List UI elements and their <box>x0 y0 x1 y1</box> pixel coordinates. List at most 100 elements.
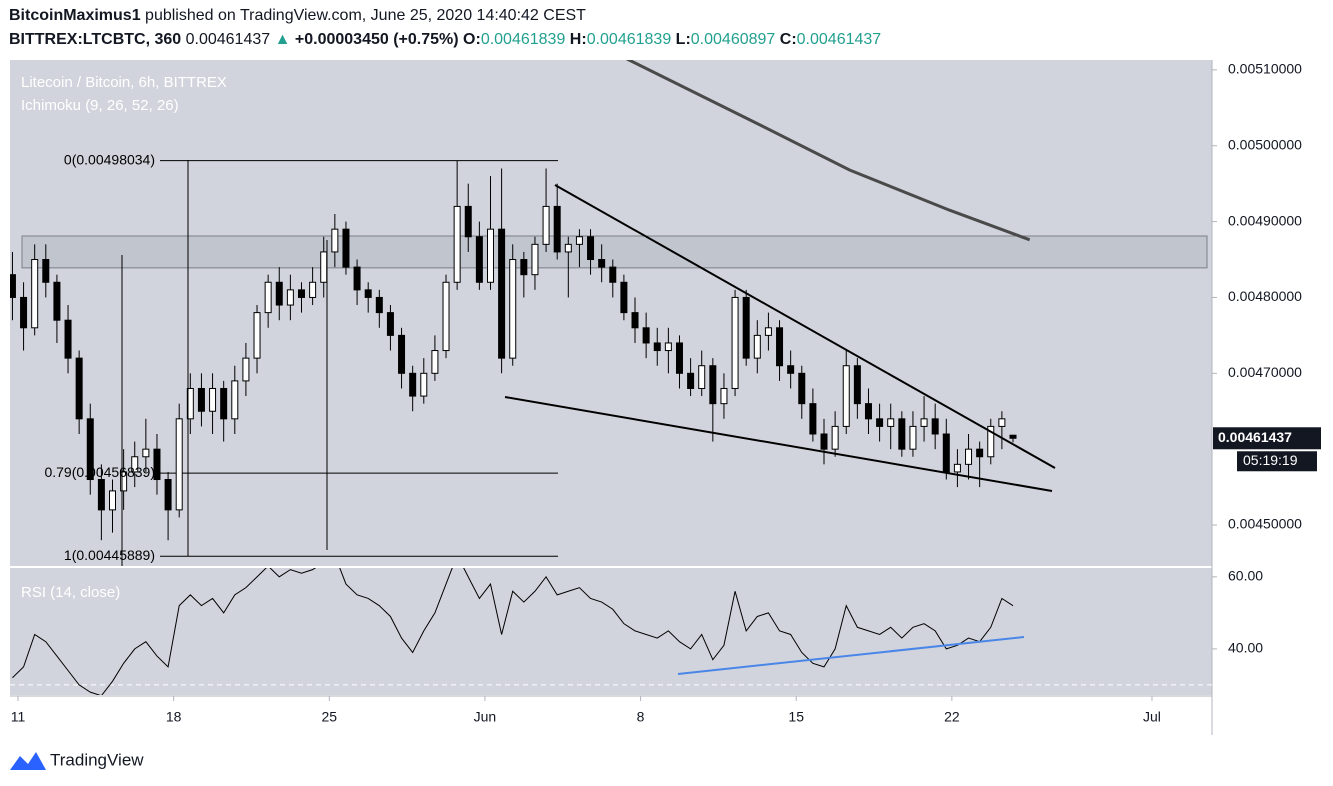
candle-body <box>687 372 695 389</box>
candle-body <box>542 205 550 245</box>
candle-body <box>197 387 205 412</box>
candle-body <box>398 334 406 374</box>
candle-body <box>353 266 361 291</box>
rsi-tick-label: 40.00 <box>1228 640 1263 656</box>
candle-body <box>798 372 806 405</box>
close: 0.00461437 <box>796 31 882 48</box>
candle-body <box>1009 434 1017 439</box>
change: +0.00003450 (+0.75%) <box>294 31 459 48</box>
candle-body <box>264 281 272 314</box>
x-tick-label: Jun <box>474 709 497 725</box>
candle-body <box>475 236 483 283</box>
candle-body <box>409 372 417 397</box>
candle-body <box>464 205 472 238</box>
price-badge <box>1213 427 1321 450</box>
rsi-legend: RSI (14, close) <box>21 584 120 601</box>
rsi-line <box>12 568 1014 695</box>
candle-body <box>453 205 461 283</box>
x-tick-label: 11 <box>11 709 26 725</box>
candle-body <box>564 243 572 253</box>
candle-body <box>731 296 739 389</box>
candle-body <box>186 387 194 420</box>
candle-body <box>375 296 383 314</box>
rsi-tick-label: 60.00 <box>1228 568 1263 584</box>
x-tick-label: 25 <box>321 709 337 725</box>
drawings <box>121 160 1056 566</box>
candle-body <box>675 342 683 374</box>
candle-body <box>976 448 984 458</box>
candle-body <box>620 281 628 314</box>
y-tick-label: 0.00510000 <box>1228 61 1302 77</box>
y-tick-label: 0.00480000 <box>1228 288 1302 304</box>
y-tick-label: 0.00470000 <box>1228 364 1302 380</box>
countdown-badge <box>1237 451 1317 472</box>
wedge-upper-line <box>554 184 1056 469</box>
y-tick-label: 0.00500000 <box>1228 136 1302 152</box>
candle-body <box>364 289 372 298</box>
candle-body <box>987 425 995 458</box>
candle-body <box>776 327 784 367</box>
candle-body <box>109 490 117 511</box>
candle-body <box>220 387 228 420</box>
candle-body <box>253 312 261 359</box>
candle-body <box>97 479 105 511</box>
candle-body <box>909 425 917 450</box>
axes: 0(0.00498034) 0.79(0.00456839) 1(0.0044588… <box>11 61 1321 725</box>
candle-body <box>297 289 305 298</box>
candle-body <box>898 418 906 450</box>
last-price: 0.00461437 <box>185 31 271 48</box>
candle-body <box>553 205 561 253</box>
high: 0.00461839 <box>586 31 672 48</box>
rsi-plot <box>10 568 1212 695</box>
brand: TradingView <box>50 750 144 769</box>
candle-body <box>764 327 772 336</box>
header-line: BitcoinMaximus1 published on TradingView… <box>9 7 586 25</box>
x-tick-label: 22 <box>944 709 960 725</box>
candle-body <box>309 281 317 298</box>
publisher: BitcoinMaximus1 <box>9 7 141 24</box>
h-label: H: <box>569 31 587 48</box>
candle-body <box>953 463 961 473</box>
moving-average <box>625 60 1031 242</box>
candle-body <box>10 274 16 298</box>
y-tick-label: 0.00450000 <box>1228 516 1302 532</box>
c-label: C: <box>779 31 797 48</box>
candle-body <box>209 387 217 412</box>
candle-body <box>331 228 339 253</box>
candle-body <box>631 312 639 329</box>
candle-body <box>286 289 294 306</box>
candle-body <box>753 334 761 359</box>
candle-body <box>598 259 606 268</box>
candle-body <box>142 448 150 458</box>
candle-body <box>53 281 61 321</box>
candle-body <box>942 433 950 473</box>
candle-body <box>920 418 928 427</box>
x-tick-label: 15 <box>788 709 804 725</box>
candle-body <box>853 365 861 405</box>
candle-body <box>31 259 39 329</box>
candle-body <box>864 403 872 420</box>
candle-body <box>842 365 850 427</box>
indicator-legend: Ichimoku (9, 26, 52, 26) <box>21 97 179 114</box>
l-label: L: <box>675 31 691 48</box>
tradingview-logo: TradingView <box>10 750 144 770</box>
candle-body <box>431 350 439 374</box>
low: 0.00460897 <box>690 31 776 48</box>
candle-body <box>664 342 672 352</box>
x-tick-label: 18 <box>166 709 182 725</box>
candle-body <box>831 425 839 450</box>
candle-body <box>720 387 728 405</box>
candle-body <box>231 380 239 420</box>
candle-body <box>175 418 183 511</box>
candle-body <box>698 365 706 389</box>
price-pane <box>10 60 1212 566</box>
candle-body <box>86 418 94 481</box>
candle-body <box>320 251 328 283</box>
candle-body <box>575 236 583 245</box>
candle-body <box>275 281 283 306</box>
candle-body <box>820 433 828 450</box>
candle-body <box>486 228 494 283</box>
candle-body <box>653 342 661 352</box>
candle-body <box>998 418 1006 427</box>
